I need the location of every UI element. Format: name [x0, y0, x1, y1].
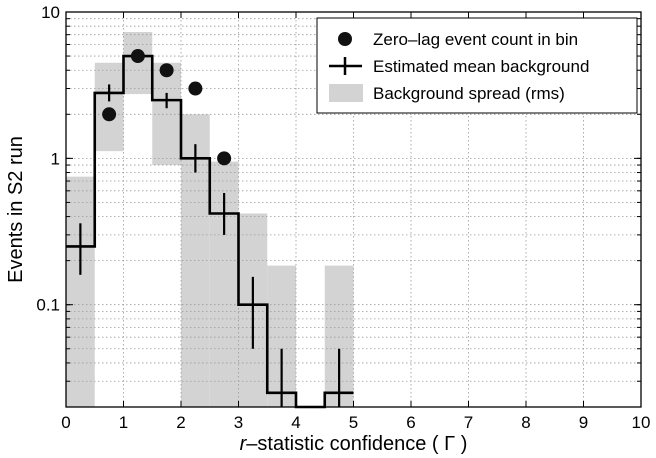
y-tick-label-1: 1	[51, 149, 60, 168]
y-tick-label-0: 0.1	[36, 296, 60, 315]
legend-symbol-zero-lag	[338, 32, 352, 46]
zero-lag-point-2	[159, 63, 174, 78]
zero-lag-point-3	[188, 81, 203, 96]
zero-lag-points	[102, 49, 232, 166]
y-tick-label-2: 10	[41, 3, 60, 22]
grid-lines	[66, 12, 641, 407]
legend: Zero–lag event count in bin Estimated me…	[316, 17, 638, 114]
zero-lag-point-1	[130, 49, 145, 64]
axis-ticks: 0 1 2 3 4 5 6 7 8 9 10 0.1 1 10	[36, 3, 650, 432]
legend-label-zero-lag: Zero–lag event count in bin	[373, 30, 578, 49]
x-tick-label-4: 4	[291, 413, 300, 432]
legend-label-mean-background: Estimated mean background	[373, 57, 589, 76]
legend-symbol-background-spread	[329, 84, 363, 102]
x-tick-label-5: 5	[349, 413, 358, 432]
zero-lag-point-4	[217, 151, 232, 166]
x-tick-label-10: 10	[632, 413, 651, 432]
zero-lag-point-0	[102, 107, 117, 122]
x-tick-label-8: 8	[521, 413, 530, 432]
y-axis-label: Events in S2 run	[5, 136, 27, 283]
x-tick-label-3: 3	[234, 413, 243, 432]
x-axis-label-rest: –statistic confidence ( Γ )	[246, 433, 467, 455]
x-tick-label-6: 6	[406, 413, 415, 432]
mean-background-error-bars	[79, 51, 341, 407]
legend-box	[316, 17, 638, 114]
spread-band-1	[94, 62, 124, 152]
x-axis-label-symbol: r	[240, 433, 248, 455]
x-tick-label-0: 0	[61, 413, 70, 432]
x-tick-label-9: 9	[579, 413, 588, 432]
spread-band-0	[66, 176, 95, 407]
x-tick-label-1: 1	[119, 413, 128, 432]
x-axis-label: r–statistic confidence ( Γ )	[240, 433, 468, 455]
legend-label-background-spread: Background spread (rms)	[373, 84, 565, 103]
x-tick-label-7: 7	[464, 413, 473, 432]
x-tick-label-2: 2	[176, 413, 185, 432]
